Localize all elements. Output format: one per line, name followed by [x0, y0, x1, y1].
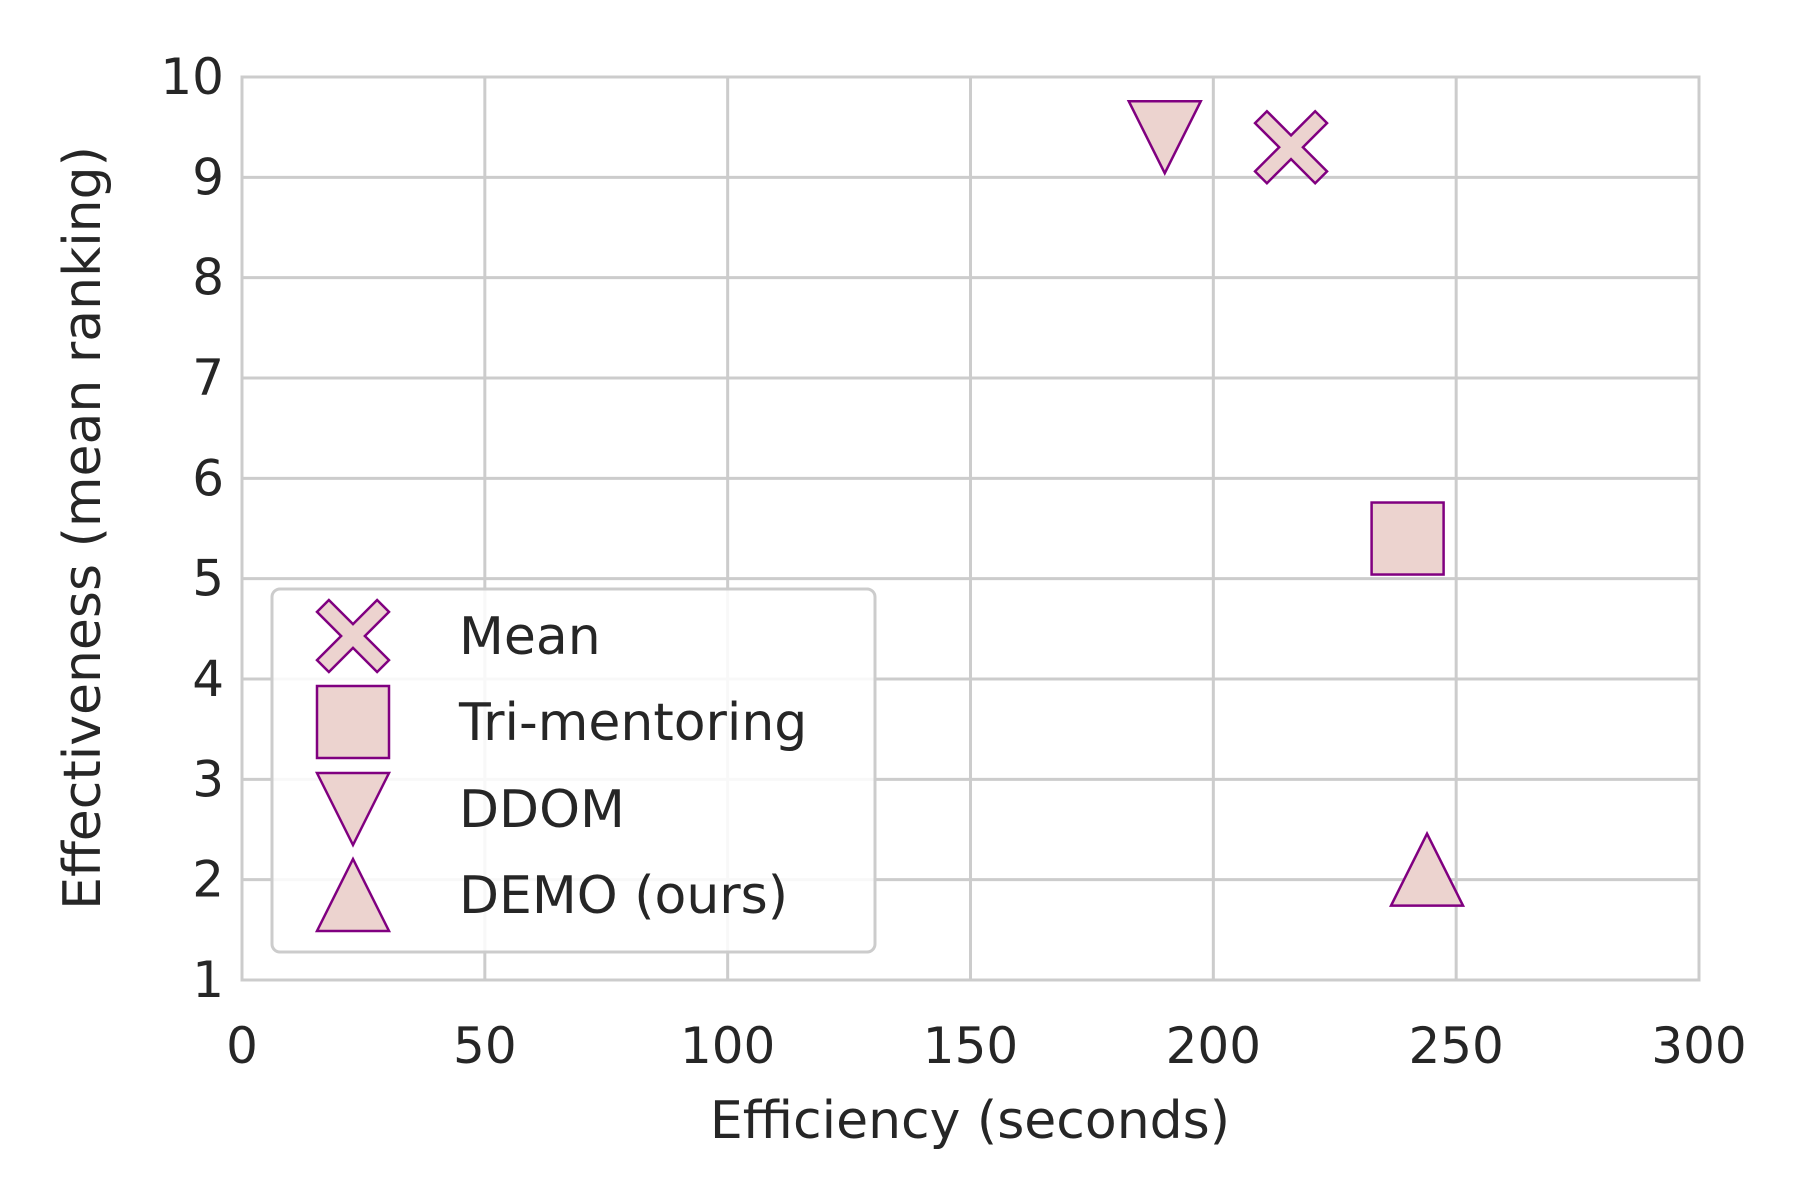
x-axis-label: Efficiency (seconds) — [710, 1091, 1230, 1151]
legend-triangle-up-icon — [314, 856, 392, 933]
x-tick-label: 300 — [1651, 1017, 1746, 1075]
y-tick-label: 4 — [192, 650, 224, 708]
y-tick-label: 2 — [192, 851, 224, 909]
legend-square-icon — [315, 684, 391, 760]
legend: Mean Tri-mentoring DDOM DEMO (ours) — [270, 587, 877, 954]
y-tick-label: 7 — [192, 349, 224, 407]
legend-label: DDOM — [459, 780, 625, 840]
legend-box — [270, 587, 877, 954]
x-tick-label: 100 — [680, 1017, 775, 1075]
plot-frame — [240, 75, 1701, 982]
legend-label: Tri-mentoring — [458, 693, 807, 753]
y-tick-label: 8 — [192, 249, 224, 307]
y-axis-label: Effectiveness (mean ranking) — [53, 146, 113, 910]
y-tick-label: 6 — [192, 449, 224, 507]
legend-triangle-down-icon — [314, 771, 392, 848]
y-tick-label: 9 — [192, 148, 224, 206]
data-point-square-icon — [1370, 501, 1445, 576]
x-tick-label: 50 — [453, 1017, 517, 1075]
y-axis-ticks: 1 2 3 4 5 6 7 8 9 10 — [160, 48, 224, 1009]
legend-x-icon — [315, 598, 391, 674]
x-axis-ticks: 0 50 100 150 200 250 300 — [226, 1017, 1747, 1075]
data-points — [1126, 99, 1466, 907]
data-point-triangle-up-icon — [1389, 830, 1466, 907]
legend-label: DEMO (ours) — [459, 866, 788, 926]
y-tick-label: 10 — [160, 48, 224, 106]
data-point-triangle-down-icon — [1126, 99, 1203, 176]
y-tick-label: 5 — [192, 550, 224, 608]
x-tick-label: 150 — [923, 1017, 1018, 1075]
legend-label: Mean — [459, 607, 601, 667]
x-tick-label: 200 — [1166, 1017, 1261, 1075]
x-tick-label: 250 — [1408, 1017, 1503, 1075]
y-tick-label: 1 — [192, 951, 224, 1009]
x-tick-label: 0 — [226, 1017, 258, 1075]
data-point-x-icon — [1253, 109, 1329, 186]
y-tick-label: 3 — [192, 750, 224, 808]
